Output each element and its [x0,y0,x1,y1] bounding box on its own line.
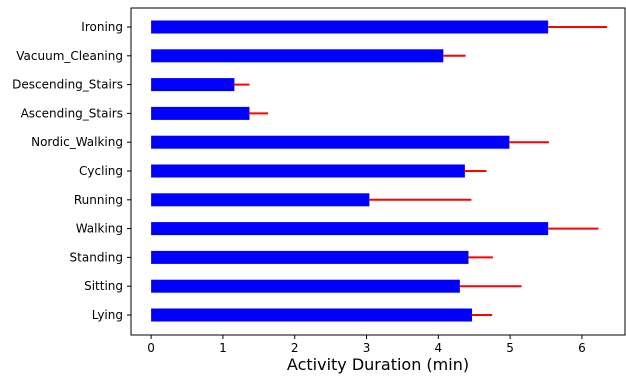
bar-ascending-stairs [151,106,250,120]
y-tick-label-descending-stairs: Descending_Stairs [12,78,123,92]
x-tick-label-3: 3 [363,341,371,355]
y-tick-label-ironing: Ironing [81,20,123,34]
bar-lying [151,308,473,322]
bar-nordic-walking [151,135,510,149]
error-bars-group [234,26,608,316]
x-axis: 0 1 2 3 4 5 6 [147,335,586,355]
bar-cycling [151,164,465,178]
bar-running [151,193,370,207]
x-tick-label-2: 2 [291,341,299,355]
y-tick-label-ascending-stairs: Ascending_Stairs [21,106,123,120]
y-tick-label-running: Running [74,193,123,207]
y-tick-label-vacuum-cleaning: Vacuum_Cleaning [16,49,123,63]
x-tick-label-5: 5 [506,341,514,355]
y-tick-label-standing: Standing [70,250,123,264]
bars-group [151,20,549,322]
bar-descending-stairs [151,78,235,92]
bar-walking [151,222,549,236]
x-tick-label-1: 1 [219,341,227,355]
bar-standing [151,250,469,264]
y-axis: Lying Sitting Standing Walking Running Cyclin… [12,20,131,322]
y-tick-label-nordic-walking: Nordic_Walking [31,135,123,149]
y-tick-label-walking: Walking [76,222,123,236]
y-tick-label-cycling: Cycling [79,164,123,178]
y-tick-label-sitting: Sitting [84,279,123,293]
x-tick-label-4: 4 [434,341,442,355]
bar-vacuum-cleaning [151,49,444,63]
x-tick-label-0: 0 [147,341,155,355]
x-axis-title: Activity Duration (min) [287,355,469,374]
bar-sitting [151,279,460,293]
y-tick-label-lying: Lying [92,308,123,322]
bar-ironing [151,20,549,34]
x-tick-label-6: 6 [578,341,586,355]
